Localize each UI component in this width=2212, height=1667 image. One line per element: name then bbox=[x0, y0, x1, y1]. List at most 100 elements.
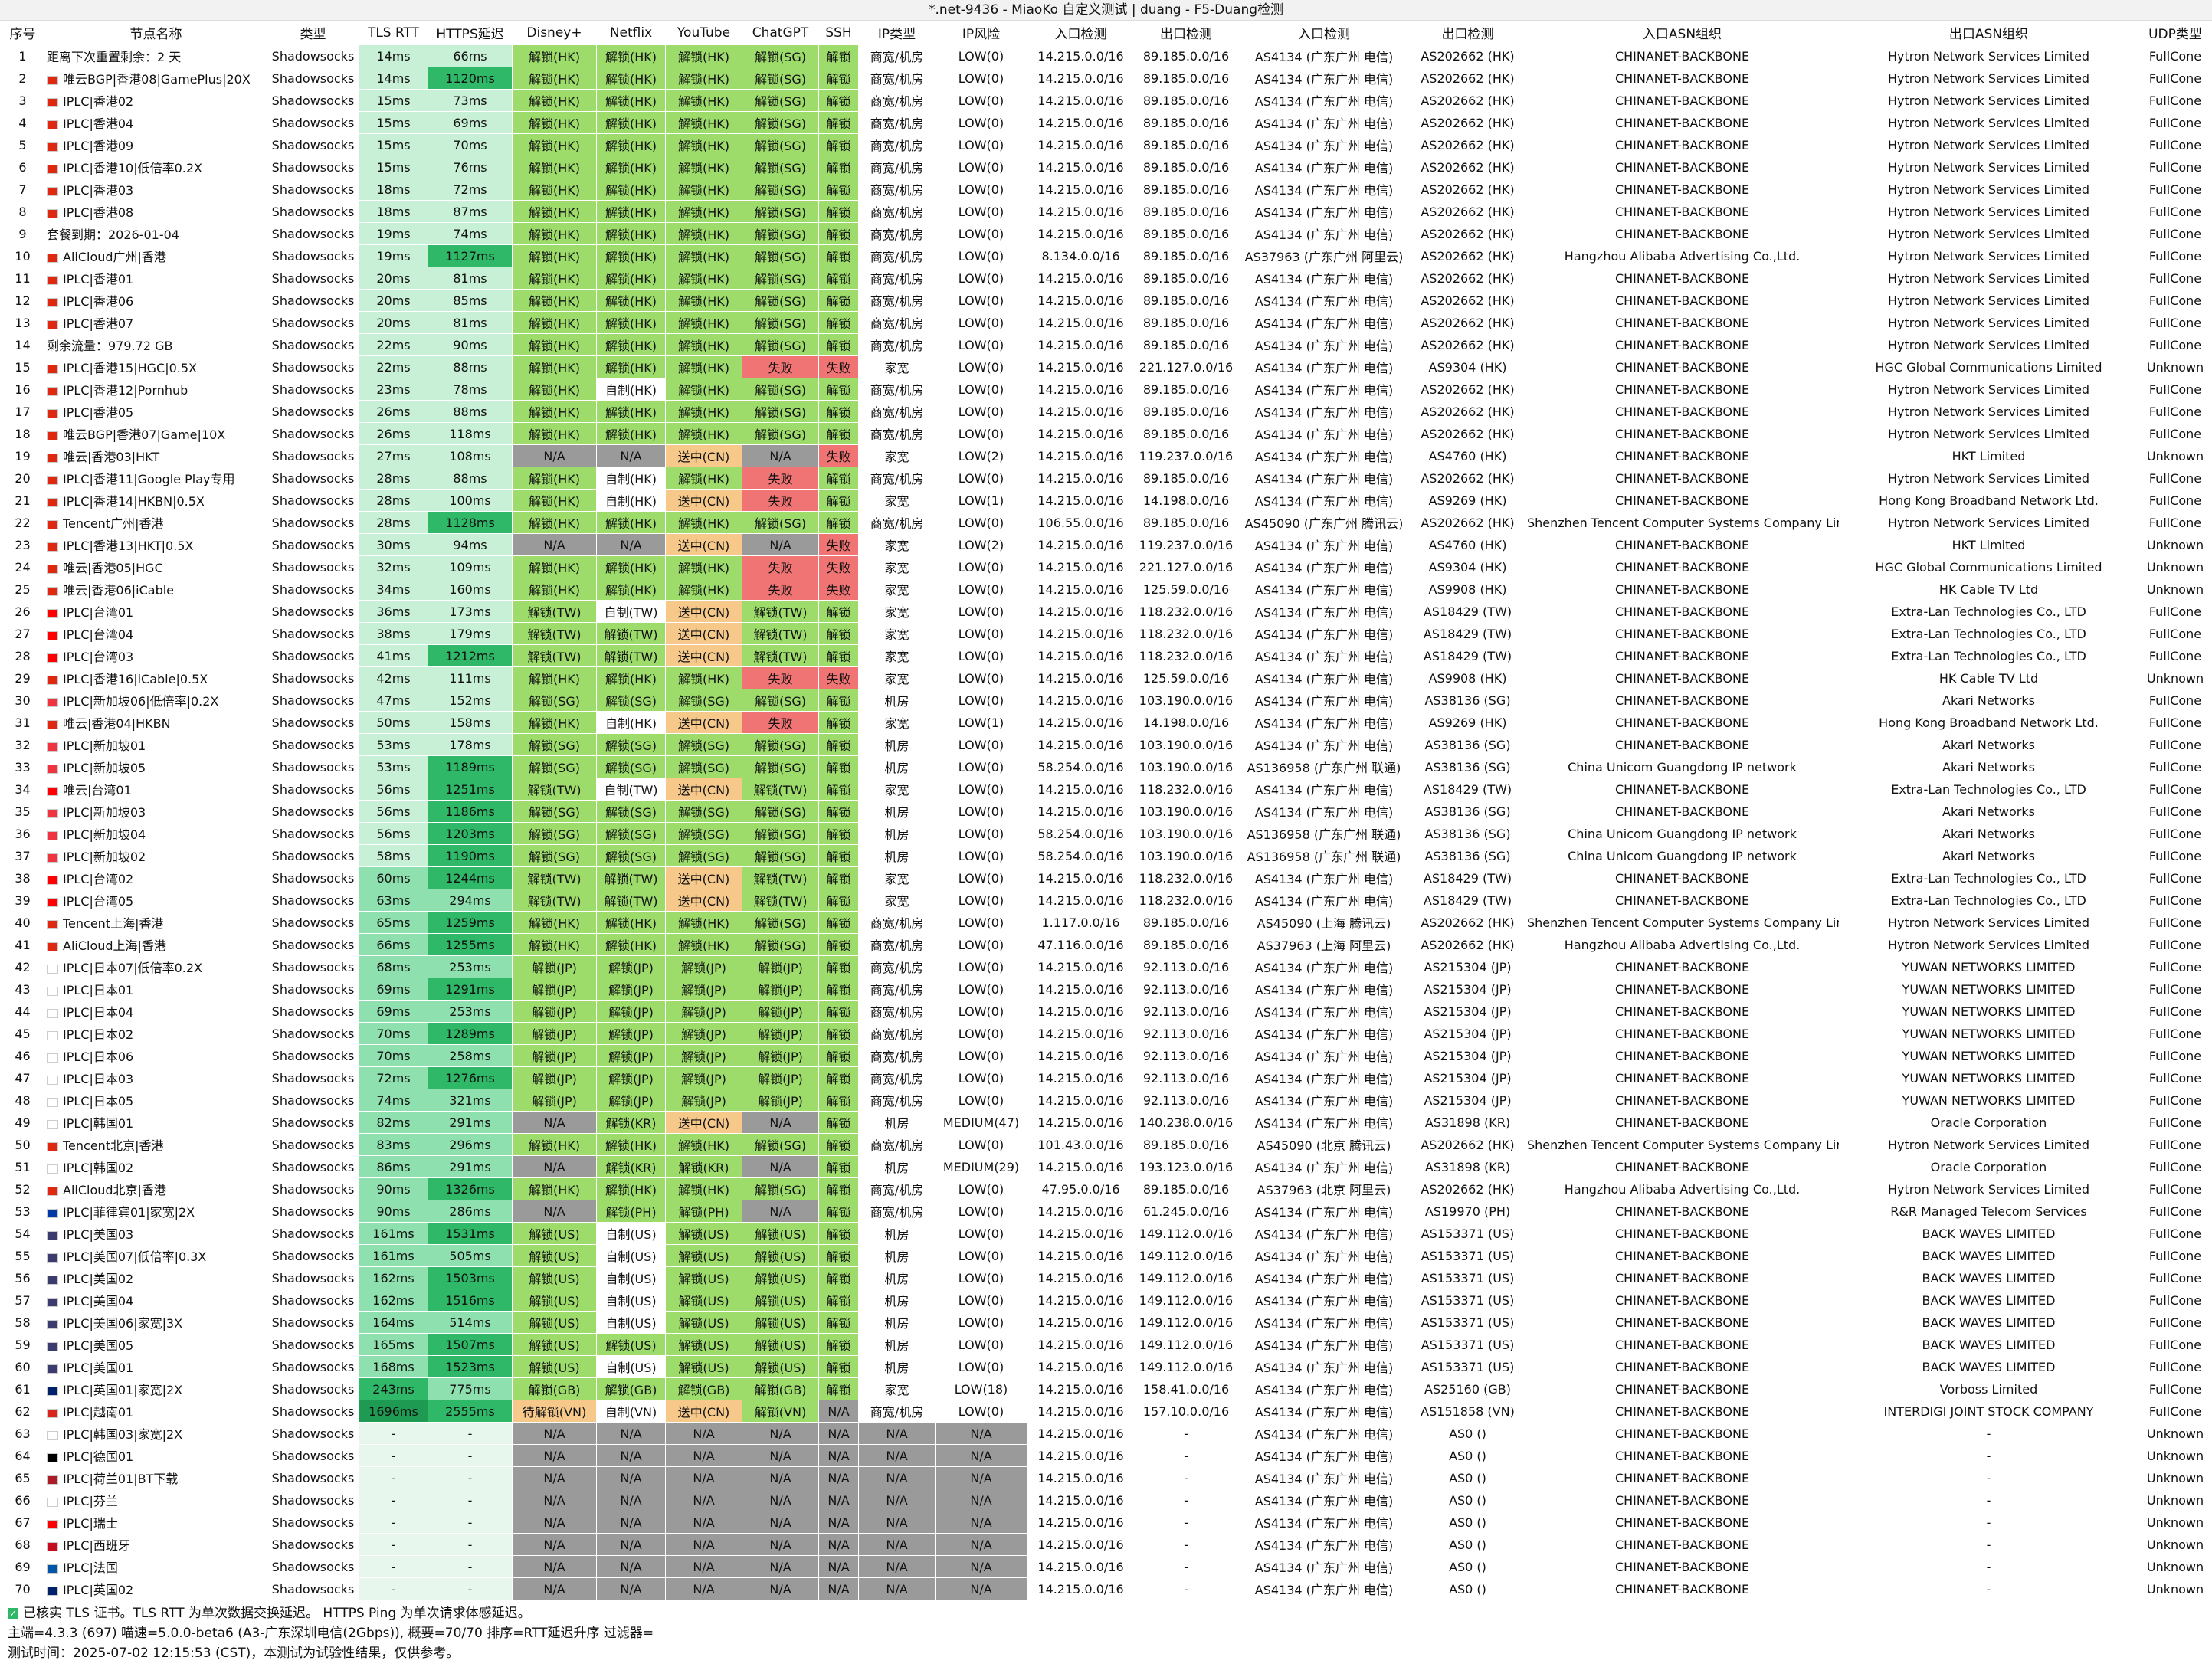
table-row[interactable]: 51 IPLC|韩国02 Shadowsocks 86ms 291ms N/A 解锁(KR)… bbox=[0, 1155, 2212, 1178]
table-row[interactable]: 42 IPLC|日本07|低倍率0.2X Shadowsocks 68ms 253ms 解… bbox=[0, 955, 2212, 978]
table-row[interactable]: 38 IPLC|台湾02 Shadowsocks 60ms 1244ms 解锁(TW) 解锁… bbox=[0, 866, 2212, 889]
table-row[interactable]: 41 AliCloud上海|香港 Shadowsocks 66ms 1255ms 解锁(H… bbox=[0, 933, 2212, 956]
table-row[interactable]: 33 IPLC|新加坡05 Shadowsocks 53ms 1189ms 解锁(SG) 解… bbox=[0, 755, 2212, 778]
cell-text: AS202662 (HK) bbox=[1421, 382, 1515, 397]
table-row[interactable]: 1 距离下次重置剩余：2 天 Shadowsocks 14ms 66ms 解锁(HK) 解锁… bbox=[0, 44, 2212, 67]
table-row[interactable]: 49 IPLC|韩国01 Shadowsocks 82ms 291ms N/A 解锁(KR)… bbox=[0, 1111, 2212, 1134]
table-row[interactable]: 60 IPLC|美国01 Shadowsocks 168ms 1523ms 解锁(US) 自… bbox=[0, 1355, 2212, 1378]
table-row[interactable]: 13 IPLC|香港07 Shadowsocks 20ms 81ms 解锁(HK) 解锁(H… bbox=[0, 311, 2212, 334]
column-header[interactable]: 类型 bbox=[267, 21, 359, 45]
table-row[interactable]: 56 IPLC|美国02 Shadowsocks 162ms 1503ms 解锁(US) 自… bbox=[0, 1266, 2212, 1289]
table-row[interactable]: 12 IPLC|香港06 Shadowsocks 20ms 85ms 解锁(HK) 解锁(H… bbox=[0, 289, 2212, 312]
table-cell: 解锁(SG) bbox=[742, 289, 819, 312]
table-row[interactable]: 30 IPLC|新加坡06|低倍率|0.2X Shadowsocks 47ms 152m… bbox=[0, 689, 2212, 712]
table-row[interactable]: 6 IPLC|香港10|低倍率0.2X Shadowsocks 15ms 76ms 解锁(… bbox=[0, 156, 2212, 178]
table-row[interactable]: 20 IPLC|香港11|Google Play专用 Shadowsocks 28ms… bbox=[0, 467, 2212, 490]
table-row[interactable]: 2 唯云BGP|香港08|GamePlus|20X Shadowsocks 14ms 1… bbox=[0, 67, 2212, 90]
table-row[interactable]: 69 IPLC|法国 Shadowsocks - - N/A N/A N/A N/A N/A N/A… bbox=[0, 1555, 2212, 1578]
table-row[interactable]: 15 IPLC|香港15|HGC|0.5X Shadowsocks 22ms 88ms 解… bbox=[0, 355, 2212, 378]
table-row[interactable]: 22 Tencent广州|香港 Shadowsocks 28ms 1128ms 解锁(HK… bbox=[0, 511, 2212, 534]
table-row[interactable]: 34 唯云|台湾01 Shadowsocks 56ms 1251ms 解锁(TW) 自制(T… bbox=[0, 778, 2212, 801]
column-header[interactable]: Disney+ bbox=[512, 21, 597, 45]
cell-text: IPLC|台湾03 bbox=[63, 650, 134, 664]
table-row[interactable]: 11 IPLC|香港01 Shadowsocks 20ms 81ms 解锁(HK) 解锁(H… bbox=[0, 267, 2212, 290]
column-header[interactable]: IP类型 bbox=[858, 21, 936, 45]
table-row[interactable]: 62 IPLC|越南01 Shadowsocks 1696ms 2555ms 待解锁(VN… bbox=[0, 1400, 2212, 1423]
table-row[interactable]: 50 Tencent北京|香港 Shadowsocks 83ms 296ms 解锁(HK)… bbox=[0, 1133, 2212, 1156]
table-row[interactable]: 26 IPLC|台湾01 Shadowsocks 36ms 173ms 解锁(TW) 自制(… bbox=[0, 600, 2212, 623]
table-row[interactable]: 55 IPLC|美国07|低倍率|0.3X Shadowsocks 161ms 505m… bbox=[0, 1244, 2212, 1267]
column-header[interactable]: 出口ASN组织 bbox=[1839, 21, 2138, 45]
table-row[interactable]: 14 剩余流量：979.72 GB Shadowsocks 22ms 90ms 解锁(HK… bbox=[0, 333, 2212, 356]
column-header[interactable]: 出口检测 bbox=[1410, 21, 1525, 45]
column-header[interactable]: ChatGPT bbox=[742, 21, 819, 45]
table-cell: BACK WAVES LIMITED bbox=[1839, 1333, 2138, 1356]
column-header[interactable]: 入口检测 bbox=[1237, 21, 1411, 45]
column-header[interactable]: Netflix bbox=[596, 21, 666, 45]
table-row[interactable]: 24 唯云|香港05|HGC Shadowsocks 32ms 109ms 解锁(HK) 解… bbox=[0, 555, 2212, 578]
column-header[interactable]: 出口检测 bbox=[1134, 21, 1238, 45]
table-row[interactable]: 21 IPLC|香港14|HKBN|0.5X Shadowsocks 28ms 100m… bbox=[0, 489, 2212, 512]
table-row[interactable]: 44 IPLC|日本04 Shadowsocks 69ms 253ms 解锁(JP) 解锁(… bbox=[0, 1000, 2212, 1023]
cell-text: 解锁(HK) bbox=[677, 427, 729, 442]
column-header[interactable]: YouTube bbox=[665, 21, 742, 45]
table-row[interactable]: 53 IPLC|菲律宾01|家宽|2X Shadowsocks 90ms 286ms N/… bbox=[0, 1200, 2212, 1223]
table-row[interactable]: 43 IPLC|日本01 Shadowsocks 69ms 1291ms 解锁(JP) 解锁… bbox=[0, 978, 2212, 1001]
table-row[interactable]: 4 IPLC|香港04 Shadowsocks 15ms 69ms 解锁(HK) 解锁(HK… bbox=[0, 111, 2212, 134]
table-row[interactable]: 57 IPLC|美国04 Shadowsocks 162ms 1516ms 解锁(US) 自… bbox=[0, 1289, 2212, 1312]
column-header[interactable]: HTTPS延迟 bbox=[428, 21, 513, 45]
table-row[interactable]: 32 IPLC|新加坡01 Shadowsocks 53ms 178ms 解锁(SG) 解锁… bbox=[0, 733, 2212, 756]
table-row[interactable]: 29 IPLC|香港16|iCable|0.5X Shadowsocks 42ms 11… bbox=[0, 666, 2212, 689]
table-row[interactable]: 40 Tencent上海|香港 Shadowsocks 65ms 1259ms 解锁(HK… bbox=[0, 911, 2212, 934]
table-row[interactable]: 36 IPLC|新加坡04 Shadowsocks 56ms 1203ms 解锁(SG) 解… bbox=[0, 822, 2212, 845]
table-cell: Shadowsocks bbox=[267, 600, 359, 623]
table-row[interactable]: 66 IPLC|芬兰 Shadowsocks - - N/A N/A N/A N/A N/A N/A… bbox=[0, 1489, 2212, 1511]
table-row[interactable]: 48 IPLC|日本05 Shadowsocks 74ms 321ms 解锁(JP) 解锁(… bbox=[0, 1089, 2212, 1112]
table-row[interactable]: 45 IPLC|日本02 Shadowsocks 70ms 1289ms 解锁(JP) 解锁… bbox=[0, 1022, 2212, 1045]
table-cell: N/A bbox=[665, 1466, 742, 1489]
table-row[interactable]: 10 AliCloud广州|香港 Shadowsocks 19ms 1127ms 解锁(H… bbox=[0, 244, 2212, 267]
column-header[interactable]: 序号 bbox=[0, 21, 45, 45]
table-row[interactable]: 35 IPLC|新加坡03 Shadowsocks 56ms 1186ms 解锁(SG) 解… bbox=[0, 800, 2212, 823]
cell-text: 68ms bbox=[376, 959, 411, 974]
table-row[interactable]: 58 IPLC|美国06|家宽|3X Shadowsocks 164ms 514ms 解锁… bbox=[0, 1311, 2212, 1334]
table-row[interactable]: 70 IPLC|英国02 Shadowsocks - - N/A N/A N/A N/A N/A N… bbox=[0, 1577, 2212, 1600]
table-row[interactable]: 27 IPLC|台湾04 Shadowsocks 38ms 179ms 解锁(TW) 解锁(… bbox=[0, 622, 2212, 645]
table-cell: Extra-Lan Technologies Co., LTD bbox=[1839, 778, 2138, 801]
table-row[interactable]: 7 IPLC|香港03 Shadowsocks 18ms 72ms 解锁(HK) 解锁(HK… bbox=[0, 178, 2212, 201]
table-row[interactable]: 17 IPLC|香港05 Shadowsocks 26ms 88ms 解锁(HK) 解锁(H… bbox=[0, 400, 2212, 423]
table-row[interactable]: 16 IPLC|香港12|Pornhub Shadowsocks 23ms 78ms 解锁… bbox=[0, 378, 2212, 401]
table-row[interactable]: 54 IPLC|美国03 Shadowsocks 161ms 1531ms 解锁(US) 自… bbox=[0, 1222, 2212, 1245]
table-row[interactable]: 8 IPLC|香港08 Shadowsocks 18ms 87ms 解锁(HK) 解锁(HK… bbox=[0, 200, 2212, 223]
table-row[interactable]: 9 套餐到期：2026-01-04 Shadowsocks 19ms 74ms 解锁(HK… bbox=[0, 222, 2212, 245]
table-row[interactable]: 47 IPLC|日本03 Shadowsocks 72ms 1276ms 解锁(JP) 解锁… bbox=[0, 1066, 2212, 1089]
table-row[interactable]: 39 IPLC|台湾05 Shadowsocks 63ms 294ms 解锁(TW) 解锁(… bbox=[0, 889, 2212, 912]
table-row[interactable]: 25 唯云|香港06|iCable Shadowsocks 34ms 160ms 解锁(H… bbox=[0, 578, 2212, 601]
table-row[interactable]: 65 IPLC|荷兰01|BT下载 Shadowsocks - - N/A N/A N/A N/… bbox=[0, 1466, 2212, 1489]
table-row[interactable]: 19 唯云|香港03|HKT Shadowsocks 27ms 108ms N/A N/A 送… bbox=[0, 444, 2212, 467]
column-header[interactable]: 入口ASN组织 bbox=[1525, 21, 1840, 45]
column-header[interactable]: SSH bbox=[818, 21, 859, 45]
table-row[interactable]: 67 IPLC|瑞士 Shadowsocks - - N/A N/A N/A N/A N/A N/A… bbox=[0, 1511, 2212, 1534]
table-row[interactable]: 46 IPLC|日本06 Shadowsocks 70ms 258ms 解锁(JP) 解锁(… bbox=[0, 1044, 2212, 1067]
column-header[interactable]: UDP类型 bbox=[2138, 21, 2212, 45]
cell-text: 自制(TW) bbox=[604, 605, 658, 620]
column-header[interactable]: 入口检测 bbox=[1027, 21, 1135, 45]
table-row[interactable]: 68 IPLC|西班牙 Shadowsocks - - N/A N/A N/A N/A N/A N/… bbox=[0, 1533, 2212, 1556]
table-row[interactable]: 3 IPLC|香港02 Shadowsocks 15ms 73ms 解锁(HK) 解锁(HK… bbox=[0, 89, 2212, 112]
table-row[interactable]: 31 唯云|香港04|HKBN Shadowsocks 50ms 158ms 解锁(HK)… bbox=[0, 711, 2212, 734]
table-cell: 家宽 bbox=[858, 622, 936, 645]
table-row[interactable]: 37 IPLC|新加坡02 Shadowsocks 58ms 1190ms 解锁(SG) 解… bbox=[0, 844, 2212, 867]
column-header[interactable]: IP风险 bbox=[935, 21, 1027, 45]
table-row[interactable]: 61 IPLC|英国01|家宽|2X Shadowsocks 243ms 775ms 解锁… bbox=[0, 1377, 2212, 1400]
column-header[interactable]: 节点名称 bbox=[44, 21, 267, 45]
table-row[interactable]: 52 AliCloud北京|香港 Shadowsocks 90ms 1326ms 解锁(H… bbox=[0, 1177, 2212, 1200]
table-row[interactable]: 18 唯云BGP|香港07|Game|10X Shadowsocks 26ms 118m… bbox=[0, 422, 2212, 445]
table-row[interactable]: 59 IPLC|美国05 Shadowsocks 165ms 1507ms 解锁(US) 解… bbox=[0, 1333, 2212, 1356]
table-row[interactable]: 64 IPLC|德国01 Shadowsocks - - N/A N/A N/A N/A N/A N… bbox=[0, 1444, 2212, 1467]
table-row[interactable]: 28 IPLC|台湾03 Shadowsocks 41ms 1212ms 解锁(TW) 解锁… bbox=[0, 644, 2212, 667]
table-row[interactable]: 63 IPLC|韩国03|家宽|2X Shadowsocks - - N/A N/A N/A N… bbox=[0, 1422, 2212, 1445]
table-row[interactable]: 23 IPLC|香港13|HKT|0.5X Shadowsocks 30ms 94ms N… bbox=[0, 533, 2212, 556]
table-row[interactable]: 5 IPLC|香港09 Shadowsocks 15ms 70ms 解锁(HK) 解锁(HK… bbox=[0, 133, 2212, 156]
column-header[interactable]: TLS RTT bbox=[359, 21, 428, 45]
